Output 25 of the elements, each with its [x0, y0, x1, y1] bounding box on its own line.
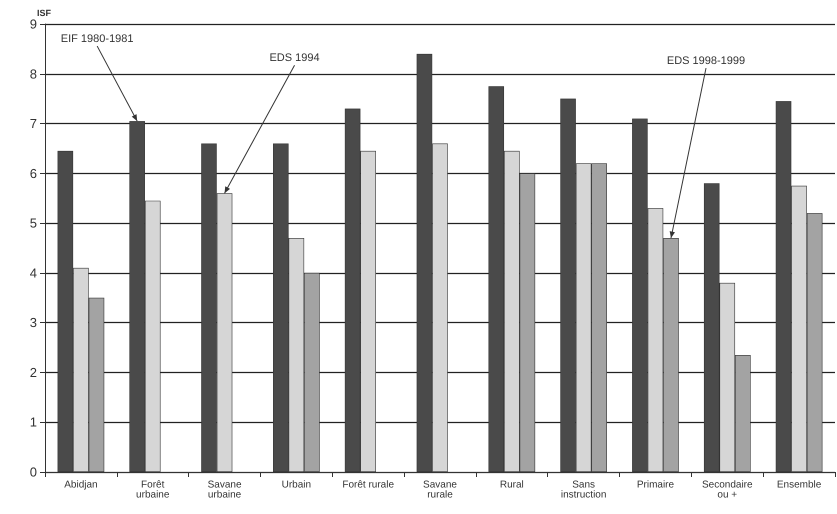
x-tick-label: Urbain [282, 480, 312, 490]
text: EIF 1980-1981 [60, 33, 134, 46]
x-tick-label: Abidjan [64, 480, 98, 490]
x-tick-label: Forêt urbaine [136, 480, 170, 500]
x-tick-label: Rural [500, 480, 524, 490]
y-tick-label: 0 [30, 464, 37, 480]
y-tick-label: 1 [30, 414, 37, 430]
y-tick-label: 9 [30, 16, 37, 32]
y-tick-label: 4 [30, 265, 37, 280]
y-tick-label: 2 [30, 364, 37, 380]
x-tick-label: Savane rurale [423, 480, 458, 500]
x-tick-label: Forêt rurale [342, 480, 394, 490]
x-tick-label: Savane urbaine [208, 480, 242, 500]
x-tick-label: Primaire [636, 480, 674, 490]
text: EDS 1998-1999 [666, 55, 746, 68]
x-tick-label: Sans instruction [560, 480, 606, 500]
text: EDS 1994 [269, 52, 320, 64]
y-tick-label: 7 [30, 116, 37, 132]
y-tick-label: 6 [30, 166, 37, 181]
x-tick-label: Ensemble [776, 480, 822, 490]
y-tick-label: 8 [30, 66, 37, 82]
x-tick-label: Secondaire ou + [702, 480, 754, 500]
y-axis-title: ISF [37, 8, 52, 18]
y-tick-label: 5 [30, 216, 37, 231]
y-tick-label: 3 [30, 315, 37, 330]
